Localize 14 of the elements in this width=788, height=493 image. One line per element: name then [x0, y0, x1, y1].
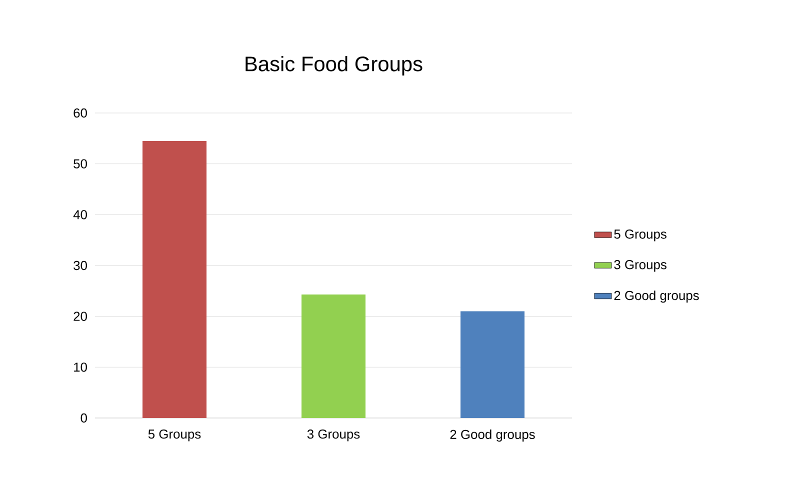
chart-title: Basic Food Groups — [246, 56, 422, 76]
x-tick-label: 2 Good groups — [450, 430, 535, 442]
legend-label: 5 Groups — [614, 230, 666, 242]
x-tick-label: 3 Groups — [307, 430, 360, 442]
y-tick-label: 60 — [74, 108, 87, 118]
legend-label: 2 Good groups — [614, 290, 699, 303]
legend-label: 3 Groups — [614, 260, 666, 272]
y-tick-label: 30 — [74, 260, 87, 270]
y-tick-label: 40 — [73, 210, 87, 220]
y-tick-label: 0 — [80, 413, 87, 423]
y-tick-label: 20 — [74, 312, 87, 321]
x-tick-label: 5 Groups — [148, 430, 201, 442]
y-tick-label: 10 — [74, 362, 87, 372]
y-tick-label: 50 — [74, 159, 87, 168]
